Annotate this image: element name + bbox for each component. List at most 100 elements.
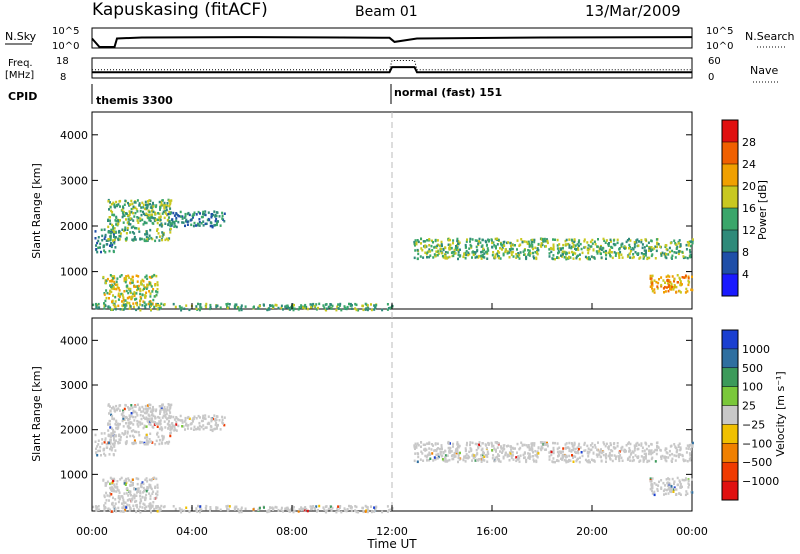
velocity-echo: [168, 424, 171, 428]
power-echo: [150, 285, 153, 288]
velocity-echo: [457, 445, 459, 449]
power-echo: [155, 274, 158, 278]
power-echo: [114, 300, 117, 303]
power-echo: [165, 206, 168, 209]
velocity-echo: [467, 456, 469, 460]
power-echo: [589, 240, 592, 244]
power-echo: [170, 224, 173, 227]
power-echo: [233, 304, 236, 308]
power-echo: [219, 224, 222, 227]
velocity-echo: [214, 423, 217, 427]
power-echo: [570, 238, 573, 242]
power-echo: [187, 211, 190, 215]
velocity-echo: [530, 445, 533, 448]
velocity-echo: [671, 452, 674, 456]
velocity-echo: [122, 510, 125, 513]
velocity-echo: [452, 445, 454, 448]
power-echo: [414, 249, 417, 252]
velocity-echo: [117, 489, 120, 492]
power-echo: [345, 307, 348, 311]
power-echo: [665, 286, 668, 289]
velocity-echo: [198, 421, 201, 425]
power-echo: [426, 256, 428, 259]
freq-tick-bottom: 8: [60, 72, 66, 83]
velocity-echo: [109, 440, 112, 444]
velocity-echo: [539, 447, 542, 451]
power-echo: [191, 214, 194, 218]
velocity-echo: [457, 460, 459, 464]
velocity-echo: [366, 508, 369, 512]
power-echo: [656, 287, 659, 290]
velocity-echo: [453, 455, 456, 458]
velocity-echo: [650, 452, 653, 456]
velocity-echo: [110, 486, 113, 489]
power-echo: [286, 304, 289, 307]
velocity-echo: [149, 486, 152, 489]
power-echo: [226, 306, 229, 310]
velocity-echo: [120, 476, 123, 480]
velocity-echo: [200, 508, 203, 511]
power-echo: [197, 210, 200, 214]
colorbar-segment: [722, 252, 738, 274]
power-echo: [137, 284, 140, 288]
y-tick-label: 2000: [60, 424, 88, 437]
velocity-echo: [653, 450, 656, 453]
power-echo: [103, 228, 106, 231]
power-echo: [642, 253, 645, 256]
power-echo: [535, 256, 538, 259]
power-echo: [629, 250, 632, 253]
velocity-echo: [124, 501, 127, 504]
power-echo: [105, 289, 108, 292]
colorbar-segment: [722, 274, 738, 296]
velocity-echo: [195, 428, 197, 431]
power-echo: [125, 238, 128, 241]
power-echo: [586, 256, 588, 260]
power-echo: [100, 250, 102, 254]
power-echo: [654, 245, 657, 248]
velocity-echo: [147, 440, 150, 443]
velocity-echo: [146, 404, 149, 407]
power-echo: [202, 224, 205, 227]
velocity-echo: [121, 432, 124, 435]
power-echo: [142, 212, 145, 216]
velocity-echo: [565, 460, 568, 464]
velocity-scatter: [92, 403, 694, 514]
velocity-echo: [179, 414, 182, 418]
velocity-echo: [156, 490, 159, 493]
power-echo: [448, 255, 451, 259]
velocity-echo: [675, 493, 678, 496]
power-echo: [479, 241, 482, 244]
power-echo: [564, 253, 567, 256]
velocity-echo: [280, 508, 283, 512]
power-echo: [125, 278, 128, 282]
power-echo: [97, 246, 100, 249]
power-echo: [298, 306, 301, 309]
power-echo: [355, 308, 358, 312]
velocity-echo: [603, 442, 606, 446]
power-echo: [139, 281, 142, 285]
power-echo: [528, 251, 530, 255]
power-echo: [496, 237, 499, 240]
velocity-echo: [456, 449, 459, 452]
velocity-echo: [591, 445, 594, 449]
power-echo: [113, 238, 116, 242]
velocity-echo: [135, 412, 138, 415]
velocity-echo: [570, 450, 573, 453]
velocity-echo: [548, 455, 551, 458]
power-echo: [671, 249, 674, 253]
power-echo: [456, 239, 459, 243]
power-echo: [444, 246, 447, 250]
velocity-echo: [640, 442, 643, 445]
power-echo: [94, 237, 97, 240]
velocity-echo: [310, 508, 313, 511]
velocity-echo: [560, 450, 563, 454]
power-echo: [150, 304, 152, 308]
colorbar-tick-label: 24: [742, 158, 756, 171]
power-echo: [113, 227, 116, 230]
power-echo: [146, 200, 149, 203]
velocity-echo: [109, 423, 111, 426]
velocity-echo: [140, 441, 143, 444]
colorbar-segment: [722, 230, 738, 252]
power-echo: [238, 308, 241, 312]
power-echo: [154, 218, 157, 222]
